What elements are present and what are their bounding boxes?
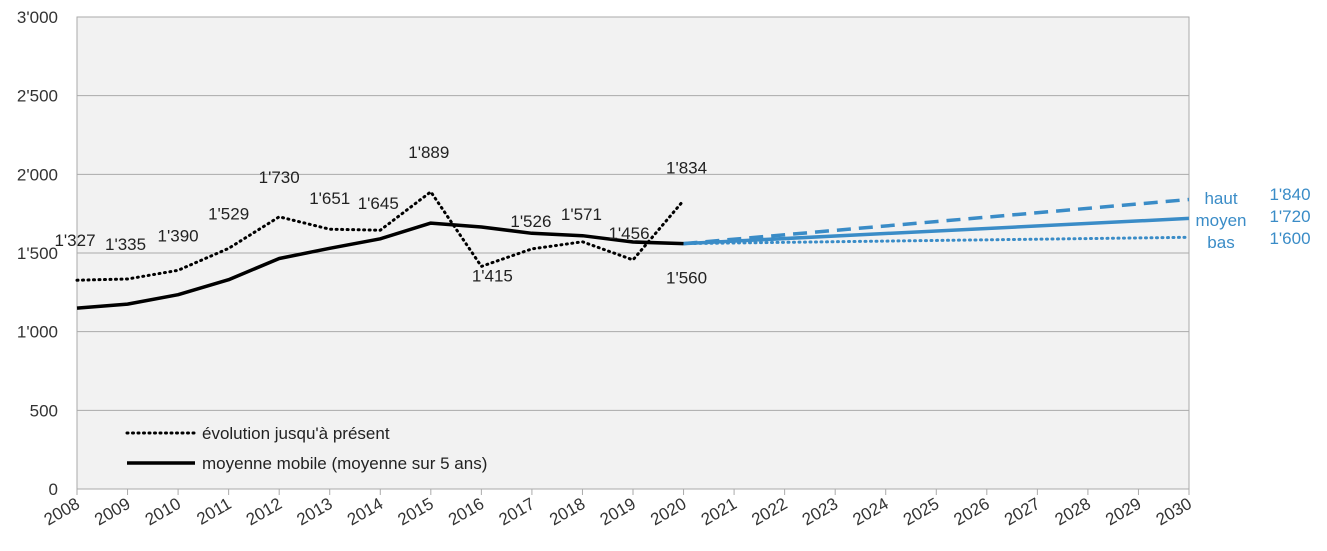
data-label: 1'327 (54, 231, 95, 250)
x-tick-label: 2012 (243, 494, 285, 529)
data-label: 1'529 (208, 204, 249, 223)
projection-name-moyen: moyen (1195, 211, 1246, 230)
projection-value-moyen: 1'720 (1269, 207, 1310, 226)
data-label: 1'335 (105, 235, 146, 254)
legend-label-history: évolution jusqu'à présent (202, 424, 390, 443)
x-tick-label: 2011 (193, 494, 234, 529)
y-tick-label: 1'500 (17, 244, 58, 263)
series-line-bas (682, 235, 1191, 246)
y-tick-label: 2'000 (17, 165, 58, 184)
gridlines (77, 95, 1189, 411)
x-tick-label: 2014 (344, 494, 386, 529)
data-label: 1'645 (358, 194, 399, 213)
series-line-haut (683, 197, 1190, 246)
data-label: 1'730 (259, 168, 300, 187)
x-axis-ticks: 2008 2009 2010 2011 2012 2013 2014 2015 2016 2017… (41, 489, 1195, 529)
legend: évolution jusqu'à présent moyenne mobile… (125, 424, 487, 473)
data-label: 1'415 (472, 266, 513, 285)
data-label: 1'456 (608, 224, 649, 243)
x-tick-label: 2018 (546, 494, 588, 529)
x-tick-label: 2023 (799, 494, 841, 529)
x-tick-label: 2015 (395, 494, 437, 529)
x-tick-label: 2009 (91, 494, 133, 529)
x-tick-label: 2016 (445, 494, 487, 529)
y-tick-label: 0 (49, 480, 58, 499)
y-axis-ticks: 0 500 1'000 1'500 2'000 2'500 3'000 (17, 8, 58, 499)
x-tick-label: 2019 (597, 494, 639, 529)
x-tick-label: 2024 (849, 494, 891, 529)
data-label: 1'560 (666, 269, 707, 288)
data-label: 1'651 (309, 189, 350, 208)
series-line-evolution-jusqu-a-present (75, 190, 685, 282)
projection-labels: haut 1'840 moyen 1'720 bas 1'600 (1195, 185, 1310, 252)
data-label: 1'571 (561, 205, 602, 224)
x-tick-label: 2008 (41, 494, 83, 529)
x-tick-label: 2029 (1102, 494, 1144, 529)
x-tick-label: 2028 (1052, 494, 1094, 529)
data-label: 1'834 (666, 158, 707, 177)
x-tick-label: 2027 (1001, 494, 1043, 529)
x-tick-label: 2013 (293, 494, 335, 529)
data-label: 1'390 (158, 226, 199, 245)
series-line-moyenne-mobile-moyenne-sur-5-ans (76, 221, 684, 310)
x-tick-label: 2017 (496, 494, 538, 529)
y-tick-label: 500 (30, 401, 58, 420)
legend-label-moving-average: moyenne mobile (moyenne sur 5 ans) (202, 454, 487, 473)
projection-name-bas: bas (1207, 233, 1234, 252)
y-tick-label: 1'000 (17, 323, 58, 342)
series-line-moyen (683, 216, 1190, 246)
x-tick-label: 2026 (951, 494, 993, 529)
x-tick-label: 2030 (1153, 494, 1195, 529)
series-lines (75, 190, 1191, 310)
data-label: 1'889 (408, 143, 449, 162)
x-tick-label: 2010 (142, 494, 184, 529)
projection-name-haut: haut (1204, 189, 1237, 208)
data-labels: 1'327 1'335 1'390 1'529 1'730 1'651 1'645 1'889… (54, 143, 707, 288)
y-tick-label: 3'000 (17, 8, 58, 27)
x-tick-label: 2025 (900, 494, 942, 529)
x-tick-label: 2020 (647, 494, 689, 529)
y-tick-label: 2'500 (17, 87, 58, 106)
x-tick-label: 2022 (748, 494, 790, 529)
projection-value-bas: 1'600 (1269, 229, 1310, 248)
projection-value-haut: 1'840 (1269, 185, 1310, 204)
data-label: 1'526 (510, 212, 551, 231)
x-tick-label: 2021 (698, 494, 740, 529)
